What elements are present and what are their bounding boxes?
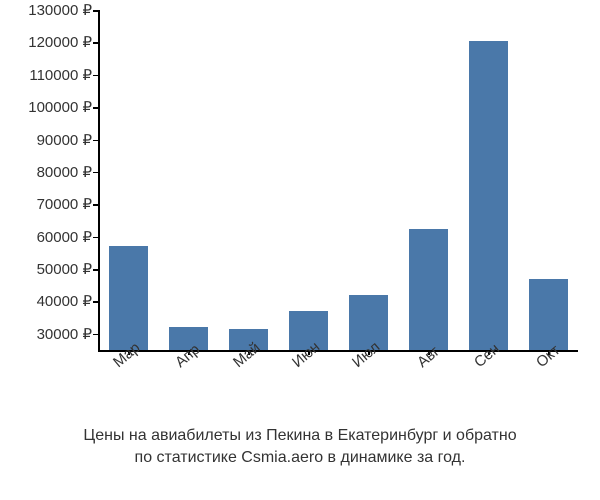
- y-axis-label: 80000 ₽: [37, 163, 92, 181]
- y-axis-label: 50000 ₽: [37, 260, 92, 278]
- y-axis-label: 110000 ₽: [29, 66, 92, 84]
- x-axis-line: [98, 350, 578, 352]
- y-tick: [93, 107, 98, 109]
- caption-line-1: Цены на авиабилеты из Пекина в Екатеринб…: [0, 425, 600, 447]
- y-axis-label: 90000 ₽: [37, 131, 92, 149]
- chart-caption: Цены на авиабилеты из Пекина в Екатеринб…: [0, 425, 600, 468]
- bar: [109, 246, 148, 350]
- y-tick: [93, 140, 98, 142]
- y-tick: [93, 237, 98, 239]
- y-axis-label: 40000 ₽: [37, 292, 92, 310]
- y-axis-label: 30000 ₽: [37, 325, 92, 343]
- y-axis-line: [98, 10, 100, 350]
- plot-area: 30000 ₽40000 ₽50000 ₽60000 ₽70000 ₽80000…: [98, 10, 578, 350]
- y-tick: [93, 301, 98, 303]
- caption-line-2: по статистике Csmia.aero в динамике за г…: [0, 447, 600, 469]
- y-axis-label: 120000 ₽: [28, 33, 92, 51]
- bar: [469, 41, 508, 350]
- price-chart: 30000 ₽ 40000 ₽ 50000 ₽ 60000 ₽ 70000 ₽ 80000…: [0, 0, 600, 500]
- bar: [529, 279, 568, 350]
- y-axis-label: 100000 ₽: [28, 98, 92, 116]
- y-tick: [93, 75, 98, 77]
- y-tick: [93, 10, 98, 12]
- y-tick: [93, 334, 98, 336]
- y-tick: [93, 172, 98, 174]
- y-axis-label: 70000 ₽: [37, 195, 92, 213]
- y-axis-label: 130000 ₽: [28, 1, 92, 19]
- y-tick: [93, 204, 98, 206]
- bar: [409, 229, 448, 350]
- y-tick: [93, 269, 98, 271]
- y-axis-label: 60000 ₽: [37, 228, 92, 246]
- y-tick: [93, 42, 98, 44]
